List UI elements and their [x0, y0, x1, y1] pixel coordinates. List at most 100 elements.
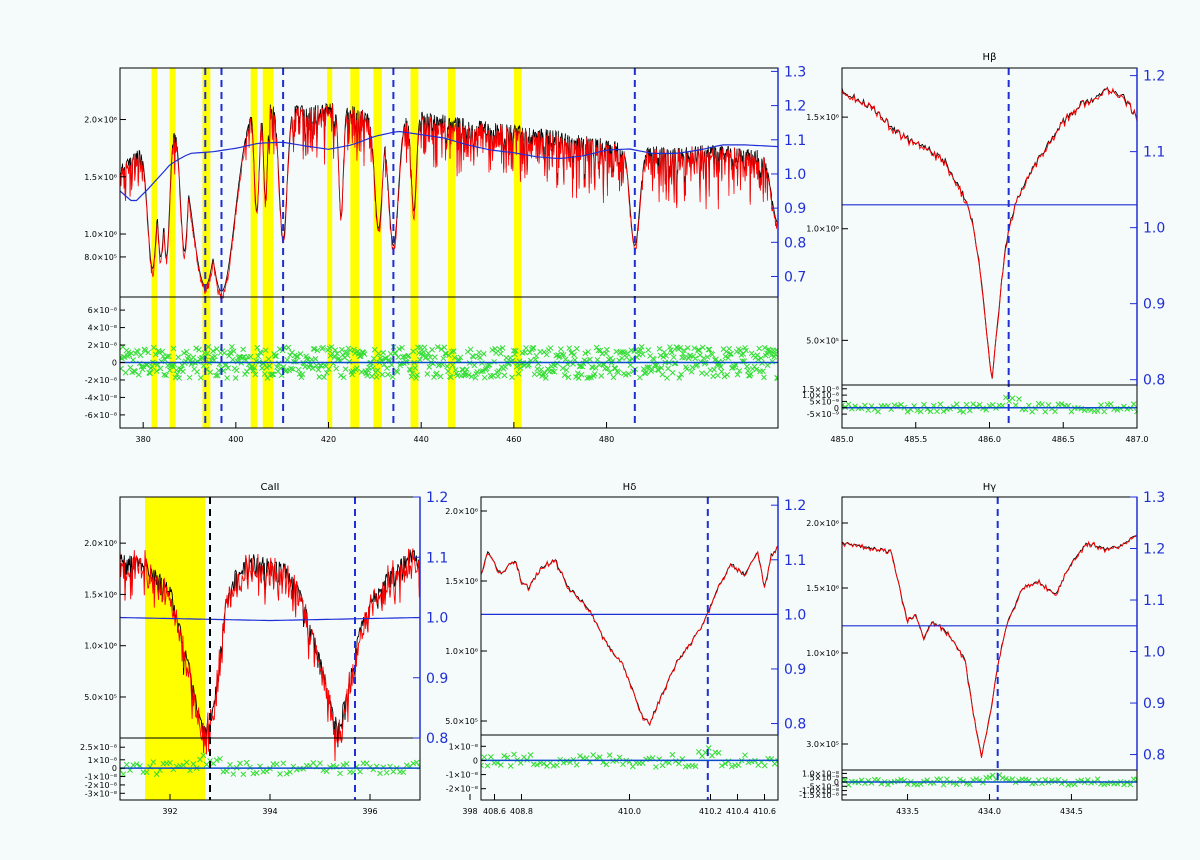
residual-tick-label: -2×10⁻⁸ — [446, 785, 478, 794]
right-tick-label: 1.2 — [1143, 69, 1165, 85]
continuum-curve — [120, 130, 778, 202]
right-tick-label: 1.2 — [784, 498, 806, 514]
panel-overview: 380 400 420 440 460 480 8.0×10⁵ 1.0×10⁶ 1.5×10⁶ 2… — [84, 64, 806, 444]
y-tick-label: 5.0×10⁵ — [84, 693, 117, 702]
y-tick-label: 1.0×10⁶ — [806, 225, 839, 234]
plot-area — [481, 497, 778, 800]
x-tick-label: 480 — [599, 435, 614, 444]
residual-points — [481, 745, 778, 770]
x-tick-label: 460 — [506, 435, 521, 444]
x-tick-label: 410.0 — [618, 807, 641, 816]
residual-tick-label: 5×10⁻⁹ — [810, 397, 839, 406]
x-tick-label: 440 — [414, 435, 429, 444]
y-tick-label: 1.0×10⁶ — [806, 649, 839, 658]
x-tick-label: 420 — [321, 435, 336, 444]
residual-tick-label: 5×10⁻⁹ — [810, 774, 839, 783]
right-tick-label: 0.9 — [784, 662, 806, 678]
x-tick-label: 487.0 — [1126, 435, 1149, 444]
y-tick-label: 1.0×10⁶ — [84, 230, 117, 239]
x-tick-label: 485.5 — [904, 435, 927, 444]
residual-tick-label: -5×10⁻⁹ — [807, 782, 839, 791]
y-tick-label: 2.0×10⁶ — [84, 116, 117, 125]
y-tick-label: 5.0×10⁵ — [806, 336, 839, 345]
right-tick-label: 1.0 — [426, 611, 448, 627]
model-spectrum — [120, 546, 420, 762]
x-tick-label: 485.0 — [831, 435, 854, 444]
right-tick-label: 1.2 — [1143, 542, 1165, 558]
right-tick-label: 1.0 — [1143, 221, 1165, 237]
x-tick-label: 398 — [462, 807, 477, 816]
observed-spectrum — [842, 534, 1137, 758]
mask-band — [145, 497, 205, 800]
y-tick-label: 1.5×10⁶ — [806, 584, 839, 593]
residual-tick-label: -2×10⁻⁸ — [85, 781, 117, 790]
x-tick-label: 433.5 — [896, 807, 919, 816]
right-tick-label: 1.1 — [784, 553, 806, 569]
residual-tick-label: 4×10⁻⁸ — [88, 324, 117, 333]
right-tick-label: 0.9 — [1143, 696, 1165, 712]
residual-points — [120, 752, 420, 778]
residual-tick-label: -3×10⁻⁸ — [85, 789, 117, 798]
plot-area — [842, 68, 1137, 428]
right-tick-label: 1.3 — [1143, 490, 1165, 506]
mask-band — [151, 68, 158, 428]
y-tick-label: 1.5×10⁶ — [84, 590, 117, 599]
residual-tick-label: 0 — [112, 359, 117, 368]
model-spectrum — [481, 546, 778, 726]
x-tick-label: 486.5 — [1052, 435, 1075, 444]
residual-tick-label: -6×10⁻⁸ — [85, 411, 117, 420]
y-tick-label: 2.0×10⁶ — [445, 507, 478, 516]
x-tick-label: 400 — [228, 435, 243, 444]
right-tick-label: 1.0 — [784, 607, 806, 623]
x-tick-label: 434.5 — [1060, 807, 1083, 816]
residual-tick-label: -4×10⁻⁸ — [85, 393, 117, 402]
model-spectrum — [842, 86, 1137, 379]
residual-tick-label: 0 — [834, 778, 839, 787]
x-tick-label: 408.8 — [510, 807, 533, 816]
x-tick-label: 410.2 — [699, 807, 722, 816]
panel-hd: 408.6 408.8 410.0 410.2 410.4 410.6 5.0×10⁵ 1.0… — [445, 482, 806, 816]
residual-tick-label: 0 — [473, 756, 478, 765]
right-tick-label: 1.1 — [1143, 593, 1165, 609]
mask-band — [513, 68, 522, 428]
plot-area — [120, 68, 778, 428]
residual-tick-label: 1×10⁻⁸ — [449, 742, 478, 751]
y-tick-label: 1.0×10⁶ — [445, 647, 478, 656]
observed-spectrum — [481, 545, 778, 727]
panel-hg: 433.5 434.0 434.5 3.0×10⁵ 1.0×10⁶ 1.5×10⁶ 2.0×… — [799, 482, 1165, 816]
panel-frame — [480, 496, 779, 801]
right-tick-label: 0.8 — [426, 731, 448, 747]
plot-area — [120, 497, 420, 800]
right-tick-label: 0.9 — [426, 671, 448, 687]
mask-band — [373, 68, 382, 428]
right-tick-label: 1.0 — [784, 167, 806, 183]
residual-tick-label: -1.5×10⁻⁸ — [799, 791, 839, 800]
residual-tick-label: 1.0×10⁻⁸ — [802, 391, 839, 400]
residual-tick-label: 0 — [834, 404, 839, 413]
right-tick-label: 0.8 — [784, 717, 806, 733]
panel-title: Hβ — [983, 52, 997, 63]
residual-tick-label: 6×10⁻⁸ — [88, 306, 117, 315]
residual-tick-label: 1×10⁻⁸ — [88, 756, 117, 765]
x-tick-label: 486.0 — [978, 435, 1001, 444]
x-tick-label: 380 — [136, 435, 151, 444]
y-tick-label: 1.0×10⁶ — [84, 642, 117, 651]
right-tick-label: 1.2 — [784, 99, 806, 115]
residual-tick-label: 1.5×10⁻⁸ — [802, 385, 839, 394]
x-tick-label: 410.6 — [753, 807, 776, 816]
residual-tick-label: -1×10⁻⁸ — [446, 771, 478, 780]
continuum-curve — [120, 616, 420, 622]
y-tick-label: 1.5×10⁶ — [806, 113, 839, 122]
panel-frame — [841, 67, 1138, 429]
x-tick-label: 408.6 — [483, 807, 506, 816]
model-spectrum — [842, 534, 1137, 758]
y-tick-label: 8.0×10⁵ — [84, 253, 117, 262]
panel-title: CaII — [260, 482, 279, 493]
residual-points — [842, 394, 1137, 415]
panel-caii: 392 394 396 398 5.0×10⁵ 1.0×10⁶ 1.5×10⁶ 2.0×10⁶… — [80, 482, 478, 816]
right-tick-label: 1.1 — [1143, 145, 1165, 161]
y-tick-label: 2.0×10⁶ — [84, 539, 117, 548]
mask-band — [202, 68, 211, 428]
y-tick-label: 3.0×10⁵ — [806, 740, 839, 749]
right-tick-label: 0.7 — [784, 269, 806, 285]
